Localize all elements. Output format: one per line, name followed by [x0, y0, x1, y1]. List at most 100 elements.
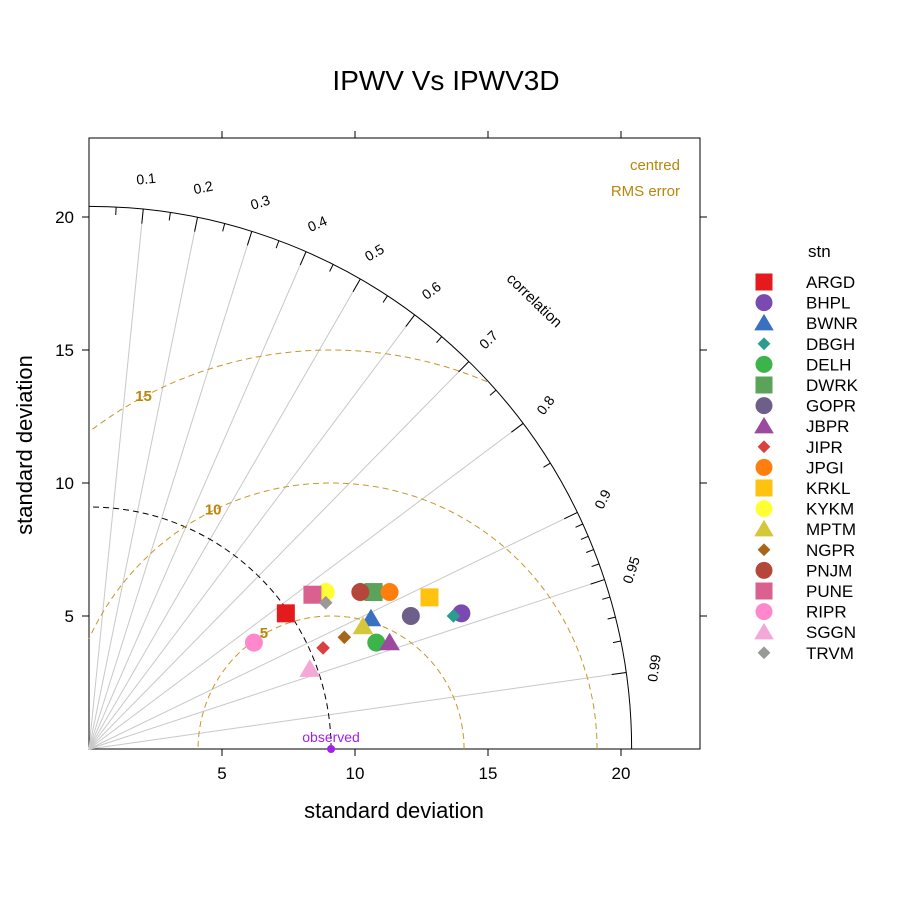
rms-contour-label: 10: [205, 502, 222, 519]
correlation-major-tick: [511, 423, 524, 433]
correlation-tick-label: 0.4: [305, 212, 329, 235]
data-point-delh: [367, 633, 386, 652]
correlation-tick-label: 0.2: [192, 178, 214, 198]
legend-marker: [757, 440, 771, 454]
legend-label: SGGN: [806, 623, 856, 642]
correlation-minor-tick: [575, 523, 584, 528]
correlation-tick-label: 0.1: [136, 170, 157, 188]
correlation-ray: [88, 209, 144, 750]
legend-marker: [754, 313, 774, 331]
correlation-major-tick: [611, 671, 627, 676]
legend-marker: [755, 458, 773, 476]
correlation-minor-tick: [382, 295, 388, 303]
correlation-tick-label: 0.7: [476, 327, 501, 352]
legend-label: ARGD: [806, 273, 855, 292]
y-tick-label: 5: [65, 607, 74, 626]
x-axis-label: standard deviation: [304, 798, 484, 823]
legend-marker: [755, 582, 773, 600]
data-point-pune: [303, 585, 322, 604]
y-tick-label: 10: [55, 474, 74, 493]
data-point-pnjm: [351, 583, 370, 602]
legend-marker: [755, 355, 773, 373]
legend-marker: [755, 273, 773, 291]
correlation-minor-tick: [543, 462, 551, 468]
legend-title: stn: [808, 242, 831, 261]
legend-label: GOPR: [806, 397, 856, 416]
x-tick-label: 5: [217, 764, 226, 783]
correlation-major-tick: [246, 231, 253, 246]
legend-label: NGPR: [806, 541, 855, 560]
legend-label: KRKL: [806, 479, 850, 498]
correlation-minor-tick: [602, 596, 611, 600]
data-point-gopr: [401, 607, 420, 625]
rms-contour: [88, 482, 598, 750]
legend-marker: [755, 397, 773, 415]
data-point-mptm: [352, 616, 374, 635]
correlation-major-tick: [194, 217, 199, 232]
correlation-ray: [88, 251, 307, 750]
correlation-minor-tick: [591, 563, 600, 568]
data-point-jipr: [316, 641, 330, 655]
correlation-ray: [88, 217, 199, 750]
legend-label: JBPR: [806, 417, 849, 436]
correlation-minor-tick: [489, 389, 497, 396]
correlation-major-tick: [458, 361, 470, 373]
correlation-major-tick: [352, 278, 361, 292]
correlation-ray: [88, 512, 578, 750]
correlation-minor-tick: [168, 212, 171, 221]
correlation-tick-label: 0.3: [249, 192, 273, 213]
legend-marker: [755, 376, 773, 394]
legend-marker: [755, 294, 773, 312]
legend-label: DBGH: [806, 335, 855, 354]
correlation-minor-tick: [436, 336, 443, 344]
correlation-tick-label: 0.95: [619, 554, 643, 585]
data-point-dbgh: [446, 609, 461, 623]
legend-label: PNJM: [806, 561, 852, 580]
legend-marker: [755, 603, 773, 621]
legend-marker: [755, 479, 773, 497]
correlation-axis-label: correlation: [503, 270, 565, 331]
legend-marker: [755, 561, 773, 579]
correlation-major-tick: [299, 251, 307, 266]
rms-label-line2: RMS error: [611, 183, 680, 200]
correlation-major-tick: [405, 314, 415, 327]
data-point-jpgi: [380, 583, 399, 602]
correlation-minor-tick: [329, 264, 334, 272]
correlation-major-tick: [590, 579, 605, 585]
legend-marker: [757, 646, 771, 660]
correlation-major-tick: [141, 209, 144, 224]
legend-label: BWNR: [806, 314, 858, 333]
legend-label: DWRK: [806, 376, 859, 395]
legend-label: KYKM: [806, 500, 854, 519]
correlation-minor-tick: [612, 640, 621, 644]
data-point-jbpr: [379, 632, 400, 651]
correlation-ray: [88, 579, 605, 750]
legend-label: DELH: [806, 355, 851, 374]
observed-sd-arc: [88, 506, 332, 750]
correlation-ray: [88, 671, 627, 750]
legend-marker: [754, 416, 774, 434]
observed-point: [327, 745, 336, 753]
y-tick-label: 15: [55, 341, 74, 360]
legend-marker: [757, 543, 771, 557]
chart-title: IPWV Vs IPWV3D: [332, 65, 559, 96]
correlation-minor-tick: [580, 535, 589, 540]
x-tick-label: 15: [479, 764, 498, 783]
legend-label: BHPL: [806, 294, 850, 313]
correlation-minor-tick: [607, 616, 616, 620]
correlation-minor-tick: [275, 240, 280, 249]
observed-label: observed: [302, 729, 360, 745]
y-tick-label: 20: [55, 208, 74, 227]
data-point-sggn: [299, 659, 321, 677]
legend-label: JIPR: [806, 438, 843, 457]
correlation-tick-label: 0.99: [644, 653, 664, 682]
correlation-minor-tick: [222, 223, 226, 232]
rms-contour-label: 15: [135, 388, 152, 405]
legend-marker: [754, 519, 774, 537]
rms-contour-label: 5: [260, 625, 268, 642]
legend-label: TRVM: [806, 644, 854, 663]
legend-label: PUNE: [806, 582, 853, 601]
correlation-tick-label: 0.8: [533, 392, 558, 417]
legend-marker: [755, 500, 773, 518]
